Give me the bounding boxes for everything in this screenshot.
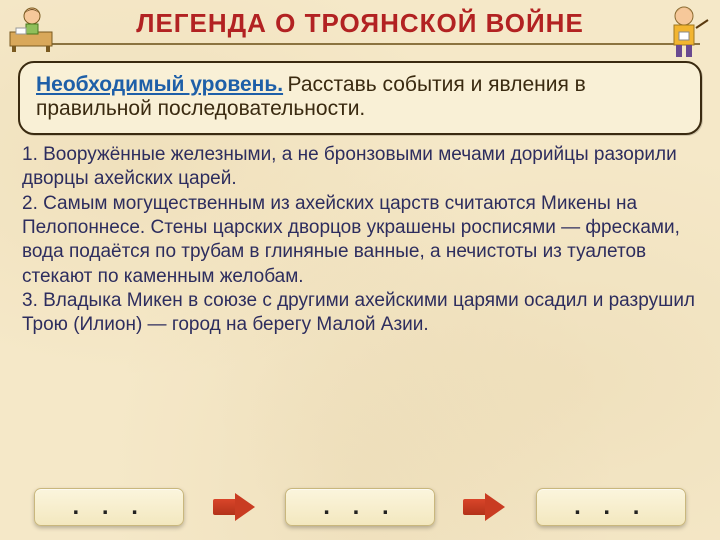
answer-row: . . . . . . . . . — [0, 488, 720, 526]
event-item-2: 2. Самым могущественным из ахейских царс… — [22, 192, 698, 289]
events-list: 1. Вооружённые железными, а не бронзовым… — [22, 143, 698, 338]
page-title: ЛЕГЕНДА О ТРОЯНСКОЙ ВОЙНЕ — [136, 8, 584, 38]
title-rule — [20, 43, 700, 45]
title-bar: ЛЕГЕНДА О ТРОЯНСКОЙ ВОЙНЕ — [0, 0, 720, 49]
event-item-3: 3. Владыка Микен в союзе с другими ахейс… — [22, 289, 698, 338]
answer-slot-2[interactable]: . . . — [285, 488, 435, 526]
task-box: Необходимый уровень. Расставь события и … — [18, 61, 702, 135]
arrow-right-icon — [213, 493, 257, 521]
teacher-icon — [654, 2, 714, 60]
task-level-label: Необходимый уровень. — [36, 73, 283, 96]
arrow-right-icon — [463, 493, 507, 521]
answer-slot-1[interactable]: . . . — [34, 488, 184, 526]
answer-slot-3[interactable]: . . . — [536, 488, 686, 526]
student-at-desk-icon — [6, 2, 66, 52]
event-item-1: 1. Вооружённые железными, а не бронзовым… — [22, 143, 698, 192]
